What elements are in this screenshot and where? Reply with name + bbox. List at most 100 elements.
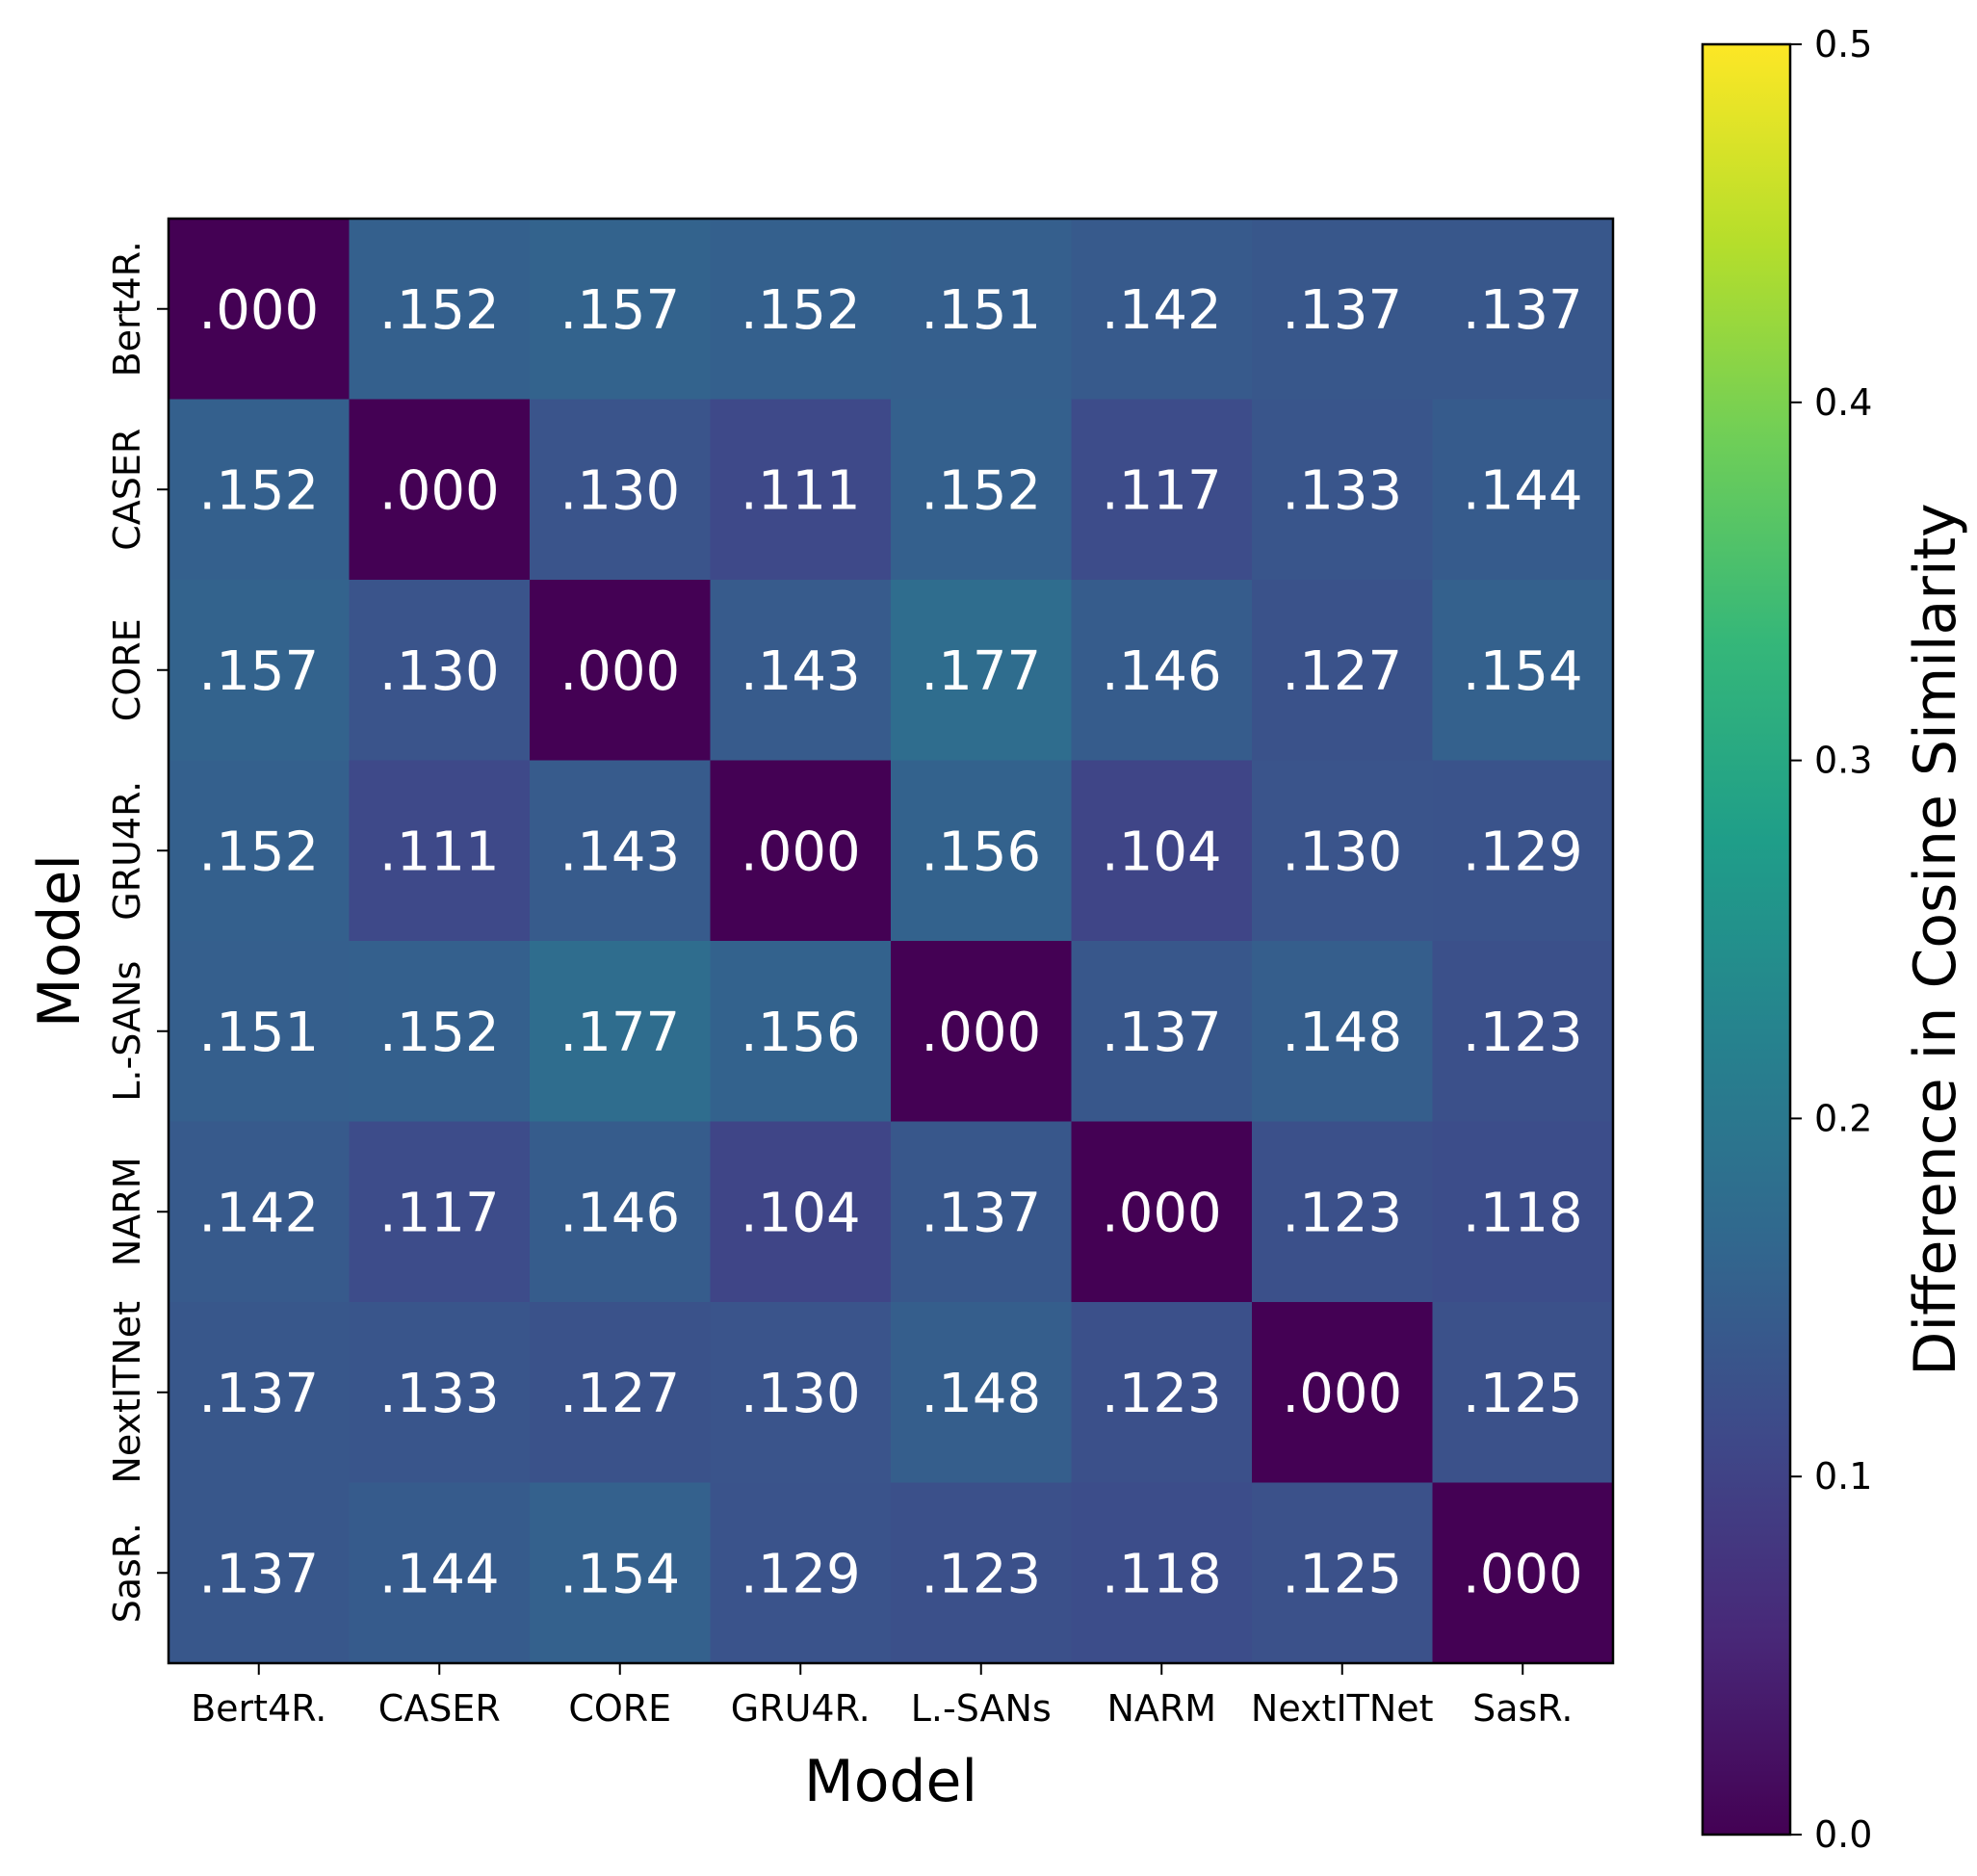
cell-value-label: .144 (379, 1543, 500, 1605)
cell-value-label: .156 (921, 821, 1041, 883)
cell-value-label: .125 (1463, 1363, 1583, 1425)
heatmap-cell (1252, 1302, 1433, 1483)
cell-value-label: .123 (1463, 1002, 1583, 1064)
heatmap-cell (349, 941, 531, 1122)
heatmap-cell (891, 1302, 1072, 1483)
cell-value-label: .130 (559, 459, 680, 522)
cell-value-label: .111 (741, 459, 861, 522)
y-tick-label: L.-SANs (106, 961, 148, 1102)
cell-value-label: .127 (1282, 640, 1402, 703)
cell-value-label: .118 (1102, 1543, 1222, 1605)
heatmap-cell (1252, 399, 1433, 581)
cell-value-label: .143 (559, 821, 680, 883)
cell-value-label: .142 (198, 1182, 319, 1244)
heatmap-cell (710, 1121, 892, 1303)
heatmap-cell (530, 1482, 711, 1664)
y-tick-label: NARM (106, 1157, 148, 1266)
heatmap-cell (530, 760, 711, 942)
heatmap-cell (530, 580, 711, 761)
x-tick-label: Bert4R. (191, 1687, 326, 1730)
heatmap-cell (1071, 1121, 1253, 1303)
heatmap-cell (710, 760, 892, 942)
heatmap-cell (710, 399, 892, 581)
y-axis-title: Model (26, 854, 93, 1028)
heatmap-cell (1252, 1482, 1433, 1664)
cell-value-label: .152 (379, 279, 500, 342)
y-tick-label: NextITNet (106, 1301, 148, 1484)
heatmap-cell (1432, 1121, 1614, 1303)
heatmap-cell (1252, 1121, 1433, 1303)
cell-value-label: .137 (1102, 1002, 1222, 1064)
x-tick-label: NextITNet (1251, 1687, 1434, 1730)
cell-value-label: .127 (559, 1363, 680, 1425)
y-tick-label: Bert4R. (106, 241, 148, 377)
cell-value-label: .156 (741, 1002, 861, 1064)
cell-value-label: .154 (559, 1543, 680, 1605)
heatmap-cell (710, 941, 892, 1122)
heatmap-cell (349, 1482, 531, 1664)
cell-value-label: .118 (1463, 1182, 1583, 1244)
cell-value-label: .146 (1102, 640, 1222, 703)
colorbar-frame (1701, 42, 1792, 1837)
cell-value-label: .148 (1282, 1002, 1402, 1064)
heatmap-cell (349, 399, 531, 581)
heatmap-cell (169, 1302, 350, 1483)
heatmap-cell (710, 219, 892, 400)
heatmap-cell (1071, 1302, 1253, 1483)
cell-value-label: .144 (1463, 459, 1583, 522)
heatmap-cell (169, 219, 350, 400)
cell-value-label: .137 (1463, 279, 1583, 342)
heatmap-cell (710, 1302, 892, 1483)
cell-value-label: .129 (1463, 821, 1583, 883)
heatmap-cell (1071, 760, 1253, 942)
cell-value-label: .000 (741, 821, 861, 883)
cell-value-label: .000 (1102, 1182, 1222, 1244)
heatmap-cell (891, 219, 1072, 400)
y-tick-label: CASER (106, 429, 148, 551)
heatmap-cell (1071, 1482, 1253, 1664)
y-tick-label: CORE (106, 618, 148, 721)
heatmap-cell (169, 399, 350, 581)
x-tick-label: L.-SANs (911, 1687, 1052, 1730)
x-tick-label: CORE (568, 1687, 671, 1730)
colorbar (1703, 44, 1790, 1835)
cell-value-label: .000 (379, 459, 500, 522)
heatmap-cell (1071, 399, 1253, 581)
heatmap-cell (349, 580, 531, 761)
x-tick-label: CASER (378, 1687, 501, 1730)
heatmap-cell (1252, 760, 1433, 942)
heatmap-cell (169, 1482, 350, 1664)
heatmap-cell (710, 580, 892, 761)
heatmap-cell (1432, 399, 1614, 581)
heatmap-cell (1071, 580, 1253, 761)
cell-value-label: .177 (559, 1002, 680, 1064)
cell-value-label: .104 (741, 1182, 861, 1244)
cell-value-label: .125 (1282, 1543, 1402, 1605)
cell-value-label: .152 (198, 821, 319, 883)
heatmap-cell (530, 941, 711, 1122)
heatmap-cell (169, 1121, 350, 1303)
colorbar-tick-label: 0.2 (1814, 1097, 1872, 1139)
heatmap-cell (891, 1121, 1072, 1303)
cell-value-label: .123 (1282, 1182, 1402, 1244)
x-axis-title: Model (804, 1748, 977, 1815)
cell-value-label: .137 (1282, 279, 1402, 342)
cell-value-label: .146 (559, 1182, 680, 1244)
heatmap-cell (349, 760, 531, 942)
heatmap-cell (169, 941, 350, 1122)
y-tick-label: GRU4R. (106, 781, 148, 921)
cell-value-label: .137 (198, 1543, 319, 1605)
heatmap-cell (169, 580, 350, 761)
heatmap-cell (1432, 580, 1614, 761)
colorbar-title: Difference in Cosine Similarity (1902, 503, 1969, 1375)
colorbar-tick-label: 0.5 (1814, 23, 1872, 65)
cell-value-label: .111 (379, 821, 500, 883)
colorbar-tick-label: 0.1 (1814, 1455, 1872, 1498)
heatmap-cell (891, 760, 1072, 942)
heatmap-cell (1432, 941, 1614, 1122)
heatmap-cell (349, 1302, 531, 1483)
heatmap-cell (891, 399, 1072, 581)
cell-value-label: .130 (741, 1363, 861, 1425)
